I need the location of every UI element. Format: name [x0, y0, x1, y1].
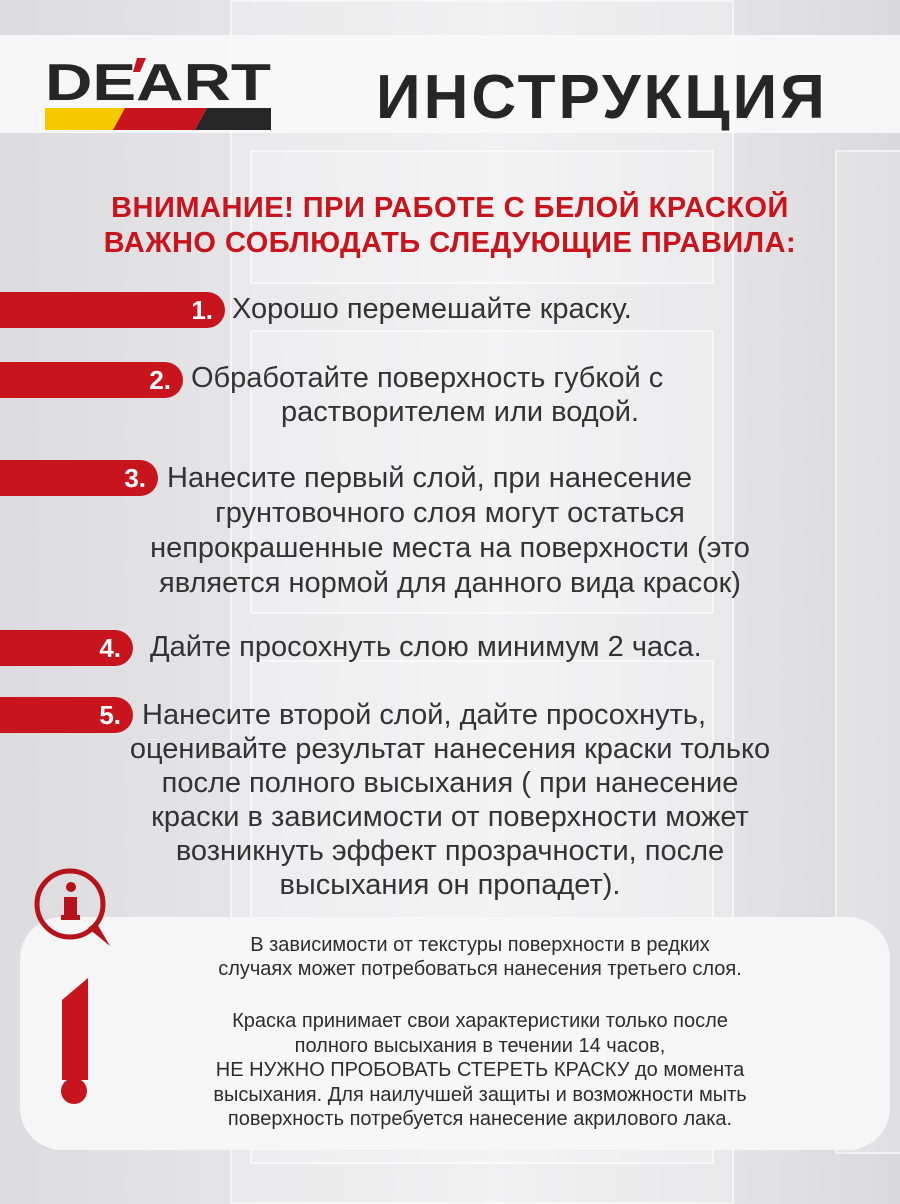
step-text: является нормой для данного вида красок): [159, 567, 741, 599]
step-text: грунтовочного слоя могут остаться: [215, 497, 685, 529]
step-text: возникнуть эффект прозрачности, после: [175, 835, 725, 867]
step-text: Нанесите первый слой, при нанесение: [167, 462, 693, 494]
note-text: НЕ НУЖНО ПРОБОВАТЬ СТЕРЕТЬ КРАСКУ до мом…: [215, 1059, 745, 1081]
step-text: краски в зависимости от поверхности може…: [151, 801, 749, 833]
note-box: [20, 917, 890, 1150]
note-text: В зависимости от текстуры поверхности в …: [250, 934, 710, 956]
step-number-badge: 4.: [0, 630, 133, 666]
warning-line: ВАЖНО СОБЛЮДАТЬ СЛЕДУЮЩИЕ ПРАВИЛА:: [103, 227, 797, 259]
door-panel: [250, 330, 714, 614]
step-number-badge: 5.: [0, 697, 133, 733]
step-text: Дайте просохнуть слою минимум 2 часа.: [150, 631, 702, 663]
step-text: непрокрашенные места на поверхности (это: [150, 532, 750, 564]
note-text: случаях может потребоваться нанесения тр…: [218, 958, 742, 980]
svg-text:DEART: DEART: [45, 56, 271, 112]
step-number-badge: 1.: [0, 292, 225, 328]
step-text: Хорошо перемешайте краску.: [232, 293, 632, 325]
info-bubble-icon: [34, 868, 110, 946]
door-panel: [250, 150, 714, 284]
exclamation-icon: [61, 978, 88, 1104]
step-text: растворителем или водой.: [281, 396, 639, 428]
note-text: Краска принимает свои характеристики тол…: [232, 1010, 728, 1032]
step-number-badge: 2.: [0, 362, 183, 398]
warning-line: ВНИМАНИЕ! ПРИ РАБОТЕ С БЕЛОЙ КРАСКОЙ: [111, 192, 789, 224]
deart-logo: DEART: [45, 56, 271, 130]
note-text: поверхность потребуется нанесение акрило…: [227, 1108, 733, 1130]
step-text: Обработайте поверхность губкой с: [191, 362, 664, 394]
note-text: полного высыхания в течении 14 часов,: [294, 1035, 666, 1057]
step-text: высыхания он пропадет).: [279, 869, 621, 901]
step-text: после полного высыхания ( при нанесение: [161, 767, 739, 799]
step-text: оценивайте результат нанесения краски то…: [129, 733, 771, 765]
page-title: ИНСТРУКЦИЯ: [376, 63, 828, 132]
step-number-badge: 3.: [0, 460, 158, 496]
step-text: Нанесите второй слой, дайте просохнуть,: [142, 699, 707, 731]
note-text: высыхания. Для наилучшей защиты и возмож…: [213, 1084, 747, 1106]
